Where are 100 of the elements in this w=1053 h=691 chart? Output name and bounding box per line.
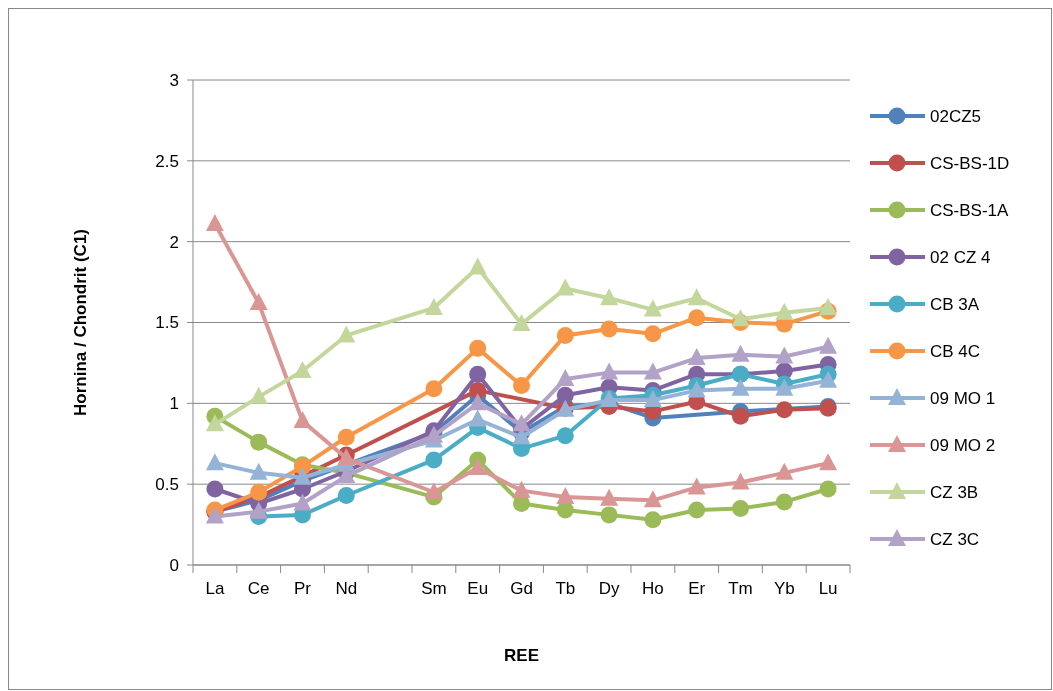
- point: [556, 326, 574, 344]
- point: [425, 451, 443, 469]
- legend-label: CZ 3C: [930, 529, 980, 549]
- point: [556, 487, 575, 505]
- point: [293, 411, 312, 429]
- point: [775, 401, 793, 419]
- point: [819, 370, 838, 388]
- x-axis-title: REE: [504, 646, 539, 665]
- point: [643, 390, 662, 408]
- point: [644, 325, 662, 343]
- legend-label: 02 CZ 4: [930, 247, 991, 267]
- point: [468, 257, 487, 275]
- x-tick-label: Er: [688, 579, 706, 598]
- point: [731, 309, 750, 327]
- point: [249, 462, 268, 480]
- legend-label: 09 MO 1: [930, 388, 996, 408]
- point: [556, 427, 574, 445]
- point: [513, 377, 530, 395]
- point: [206, 480, 224, 498]
- y-tick-label: 3: [169, 70, 179, 90]
- point: [775, 493, 793, 511]
- point: [731, 378, 750, 396]
- point: [775, 346, 794, 364]
- point: [468, 409, 487, 427]
- point: [819, 336, 838, 354]
- y-tick-label: 1.5: [155, 313, 179, 333]
- x-tick-label: Nd: [335, 579, 358, 598]
- point: [337, 325, 356, 343]
- x-tick-label: Yb: [773, 579, 795, 598]
- x-tick-label: Lu: [818, 579, 838, 598]
- point: [643, 362, 662, 380]
- point: [687, 477, 706, 495]
- x-tick-label: Eu: [467, 579, 489, 598]
- legend-label: 09 MO 2: [930, 435, 996, 455]
- point: [205, 213, 224, 231]
- x-tick-label: Ce: [247, 579, 270, 598]
- point: [687, 348, 706, 366]
- point: [643, 299, 662, 317]
- point: [775, 302, 794, 320]
- point: [512, 414, 531, 432]
- y-tick-label: 0.5: [155, 475, 179, 495]
- legend-label: CZ 3B: [930, 482, 979, 502]
- point: [819, 453, 838, 471]
- x-tick-label: La: [205, 579, 225, 598]
- legend-label: CS-BS-1A: [930, 200, 1010, 220]
- point: [556, 278, 575, 296]
- point: [337, 486, 355, 504]
- legend-label: CB 3A: [930, 294, 980, 314]
- x-tick-label: Tb: [555, 579, 576, 598]
- point: [249, 501, 268, 519]
- point: [600, 506, 618, 524]
- x-tick-label: Gd: [510, 579, 533, 598]
- point: [469, 381, 487, 399]
- legend-label: CB 4C: [930, 341, 981, 361]
- point: [469, 365, 487, 383]
- y-axis-title: Hornina / Chondrit (C1): [71, 229, 90, 416]
- point: [732, 499, 749, 517]
- x-tick-label: Dy: [598, 579, 620, 598]
- point: [556, 386, 574, 404]
- point: [688, 309, 706, 327]
- point: [249, 386, 268, 404]
- point: [556, 369, 575, 387]
- point: [468, 458, 487, 475]
- y-tick-label: 1: [169, 394, 179, 414]
- point: [600, 288, 619, 306]
- x-tick-label: Sm: [421, 579, 447, 598]
- point: [250, 433, 268, 451]
- point: [424, 297, 443, 315]
- point: [775, 462, 794, 480]
- point: [600, 488, 619, 506]
- y-tick-label: 2.5: [155, 151, 179, 171]
- point: [205, 453, 224, 471]
- point: [512, 480, 531, 498]
- x-tick-label: Ho: [642, 579, 664, 598]
- legend-label: CS-BS-1D: [930, 153, 1010, 173]
- point: [600, 320, 618, 338]
- point: [731, 344, 750, 362]
- point: [469, 339, 487, 357]
- point: [424, 482, 443, 500]
- point: [250, 483, 268, 501]
- point: [512, 314, 531, 332]
- point: [425, 380, 443, 398]
- point: [293, 361, 312, 378]
- y-tick-label: 0: [169, 555, 179, 575]
- point: [732, 407, 749, 425]
- point: [688, 501, 706, 519]
- point: [205, 414, 224, 432]
- point: [644, 511, 662, 529]
- point: [819, 297, 838, 315]
- point: [600, 362, 619, 380]
- point: [249, 293, 268, 311]
- y-tick-label: 2: [169, 232, 179, 252]
- point: [819, 480, 837, 498]
- legend-label: 02CZ5: [930, 106, 982, 126]
- x-tick-label: Pr: [294, 579, 312, 598]
- point: [337, 428, 355, 446]
- point: [293, 493, 312, 511]
- x-tick-label: Tm: [728, 579, 753, 598]
- point: [687, 288, 706, 306]
- point: [643, 490, 662, 508]
